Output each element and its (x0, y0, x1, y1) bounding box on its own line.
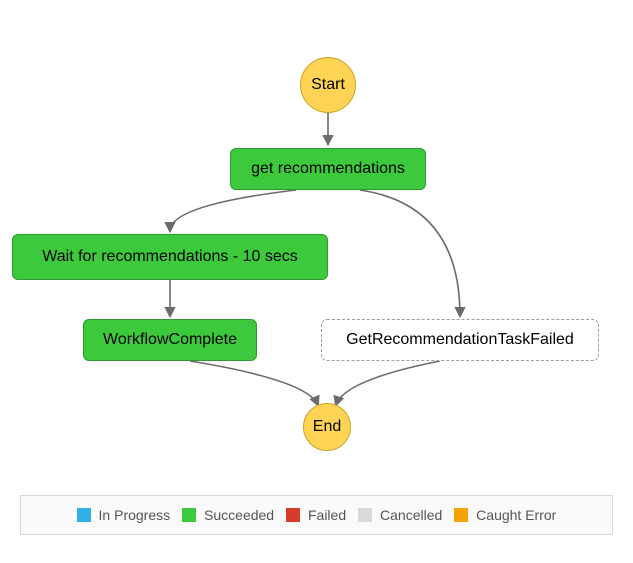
node-workflow-complete[interactable]: WorkflowComplete (83, 319, 257, 361)
legend-label-in-progress: In Progress (99, 507, 171, 523)
edge-e2 (170, 190, 296, 231)
legend-label-cancelled: Cancelled (380, 507, 442, 523)
node-task-failed-label: GetRecommendationTaskFailed (346, 331, 574, 349)
edge-e5 (190, 361, 318, 405)
legend-item-succeeded: Succeeded (182, 507, 274, 523)
legend-item-failed: Failed (286, 507, 346, 523)
node-start[interactable]: Start (300, 57, 356, 113)
node-start-label: Start (311, 76, 345, 94)
node-end-label: End (313, 418, 341, 436)
legend-item-cancelled: Cancelled (358, 507, 442, 523)
node-wait-label: Wait for recommendations - 10 secs (42, 248, 298, 266)
node-end[interactable]: End (303, 403, 351, 451)
edge-e4 (360, 190, 460, 316)
node-workflow-complete-label: WorkflowComplete (103, 331, 237, 349)
edge-e6 (336, 361, 440, 405)
swatch-succeeded (182, 508, 196, 522)
swatch-failed (286, 508, 300, 522)
swatch-in-progress (77, 508, 91, 522)
node-wait-for-recommendations[interactable]: Wait for recommendations - 10 secs (12, 234, 328, 280)
node-get-recommendations-label: get recommendations (251, 160, 405, 178)
legend-label-caught-error: Caught Error (476, 507, 556, 523)
swatch-cancelled (358, 508, 372, 522)
legend-item-in-progress: In Progress (77, 507, 170, 523)
node-get-recommendations[interactable]: get recommendations (230, 148, 426, 190)
status-legend: In Progress Succeeded Failed Cancelled C… (20, 495, 613, 535)
legend-label-succeeded: Succeeded (204, 507, 274, 523)
swatch-caught-error (454, 508, 468, 522)
legend-item-caught-error: Caught Error (454, 507, 556, 523)
flowchart-canvas: Start get recommendations Wait for recom… (0, 0, 633, 563)
legend-label-failed: Failed (308, 507, 346, 523)
node-task-failed[interactable]: GetRecommendationTaskFailed (321, 319, 599, 361)
